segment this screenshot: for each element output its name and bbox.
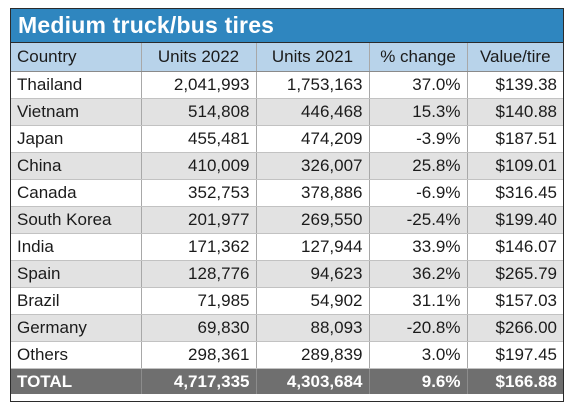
cell-value-per-tire: $157.03: [467, 287, 563, 315]
cell-units-2022: 201,977: [141, 206, 257, 234]
cell-percent-change: 25.8%: [369, 152, 468, 180]
cell-country: Vietnam: [11, 98, 142, 126]
total-label: TOTAL: [11, 368, 142, 394]
cell-value-per-tire: $316.45: [467, 179, 563, 207]
table-row: Vietnam 514,808 446,468 15.3% $140.88: [11, 98, 563, 126]
total-percent-change: 9.6%: [369, 368, 468, 394]
cell-country: China: [11, 152, 142, 180]
cell-units-2022: 298,361: [141, 341, 257, 369]
table-row: Thailand 2,041,993 1,753,163 37.0% $139.38: [11, 71, 563, 99]
cell-units-2021: 474,209: [256, 125, 370, 153]
cell-percent-change: 15.3%: [369, 98, 468, 126]
cell-units-2021: 326,007: [256, 152, 370, 180]
cell-percent-change: 36.2%: [369, 260, 468, 288]
cell-percent-change: 31.1%: [369, 287, 468, 315]
cell-units-2021: 94,623: [256, 260, 370, 288]
column-header-country: Country: [11, 43, 142, 72]
cell-units-2021: 269,550: [256, 206, 370, 234]
table-row: Germany 69,830 88,093 -20.8% $266.00: [11, 314, 563, 342]
column-header-value-per-tire: Value/tire: [467, 43, 563, 72]
table-row: South Korea 201,977 269,550 -25.4% $199.40: [11, 206, 563, 234]
cell-country: Thailand: [11, 71, 142, 99]
cell-percent-change: -20.8%: [369, 314, 468, 342]
cell-value-per-tire: $197.45: [467, 341, 563, 369]
cell-units-2021: 1,753,163: [256, 71, 370, 99]
column-header-units-2021: Units 2021: [256, 43, 370, 72]
cell-units-2021: 88,093: [256, 314, 370, 342]
table-row: Spain 128,776 94,623 36.2% $265.79: [11, 260, 563, 288]
cell-value-per-tire: $146.07: [467, 233, 563, 261]
cell-units-2022: 455,481: [141, 125, 257, 153]
cell-units-2022: 410,009: [141, 152, 257, 180]
tires-table-panel: Medium truck/bus tires Country Units 202…: [10, 8, 564, 402]
total-units-2022: 4,717,335: [141, 368, 257, 394]
column-header-units-2022: Units 2022: [141, 43, 257, 72]
table-body: Thailand 2,041,993 1,753,163 37.0% $139.38 Vi…: [11, 71, 563, 369]
cell-country: Brazil: [11, 287, 142, 315]
cell-country: Others: [11, 341, 142, 369]
cell-value-per-tire: $140.88: [467, 98, 563, 126]
table-title: Medium truck/bus tires: [11, 9, 563, 43]
cell-percent-change: -25.4%: [369, 206, 468, 234]
cell-value-per-tire: $139.38: [467, 71, 563, 99]
cell-percent-change: -3.9%: [369, 125, 468, 153]
cell-units-2022: 69,830: [141, 314, 257, 342]
total-units-2021: 4,303,684: [256, 368, 370, 394]
cell-percent-change: -6.9%: [369, 179, 468, 207]
cell-country: Japan: [11, 125, 142, 153]
cell-units-2021: 289,839: [256, 341, 370, 369]
cell-country: Canada: [11, 179, 142, 207]
tires-table: Country Units 2022 Units 2021 % change V…: [11, 43, 563, 394]
cell-units-2022: 171,362: [141, 233, 257, 261]
cell-percent-change: 3.0%: [369, 341, 468, 369]
cell-units-2022: 352,753: [141, 179, 257, 207]
cell-country: India: [11, 233, 142, 261]
table-row: Japan 455,481 474,209 -3.9% $187.51: [11, 125, 563, 153]
cell-value-per-tire: $199.40: [467, 206, 563, 234]
cell-country: South Korea: [11, 206, 142, 234]
cell-units-2022: 71,985: [141, 287, 257, 315]
table-row: Others 298,361 289,839 3.0% $197.45: [11, 341, 563, 369]
column-header-percent-change: % change: [369, 43, 468, 72]
total-value-per-tire: $166.88: [467, 368, 563, 394]
cell-country: Germany: [11, 314, 142, 342]
table-row: India 171,362 127,944 33.9% $146.07: [11, 233, 563, 261]
cell-value-per-tire: $266.00: [467, 314, 563, 342]
cell-percent-change: 37.0%: [369, 71, 468, 99]
cell-units-2021: 54,902: [256, 287, 370, 315]
cell-units-2021: 446,468: [256, 98, 370, 126]
cell-units-2022: 2,041,993: [141, 71, 257, 99]
cell-units-2022: 128,776: [141, 260, 257, 288]
cell-units-2021: 127,944: [256, 233, 370, 261]
table-row: Brazil 71,985 54,902 31.1% $157.03: [11, 287, 563, 315]
cell-units-2022: 514,808: [141, 98, 257, 126]
cell-percent-change: 33.9%: [369, 233, 468, 261]
cell-value-per-tire: $187.51: [467, 125, 563, 153]
table-row: China 410,009 326,007 25.8% $109.01: [11, 152, 563, 180]
cell-value-per-tire: $265.79: [467, 260, 563, 288]
total-row: TOTAL 4,717,335 4,303,684 9.6% $166.88: [11, 368, 563, 394]
cell-country: Spain: [11, 260, 142, 288]
cell-value-per-tire: $109.01: [467, 152, 563, 180]
cell-units-2021: 378,886: [256, 179, 370, 207]
table-row: Canada 352,753 378,886 -6.9% $316.45: [11, 179, 563, 207]
header-row: Country Units 2022 Units 2021 % change V…: [11, 43, 563, 72]
